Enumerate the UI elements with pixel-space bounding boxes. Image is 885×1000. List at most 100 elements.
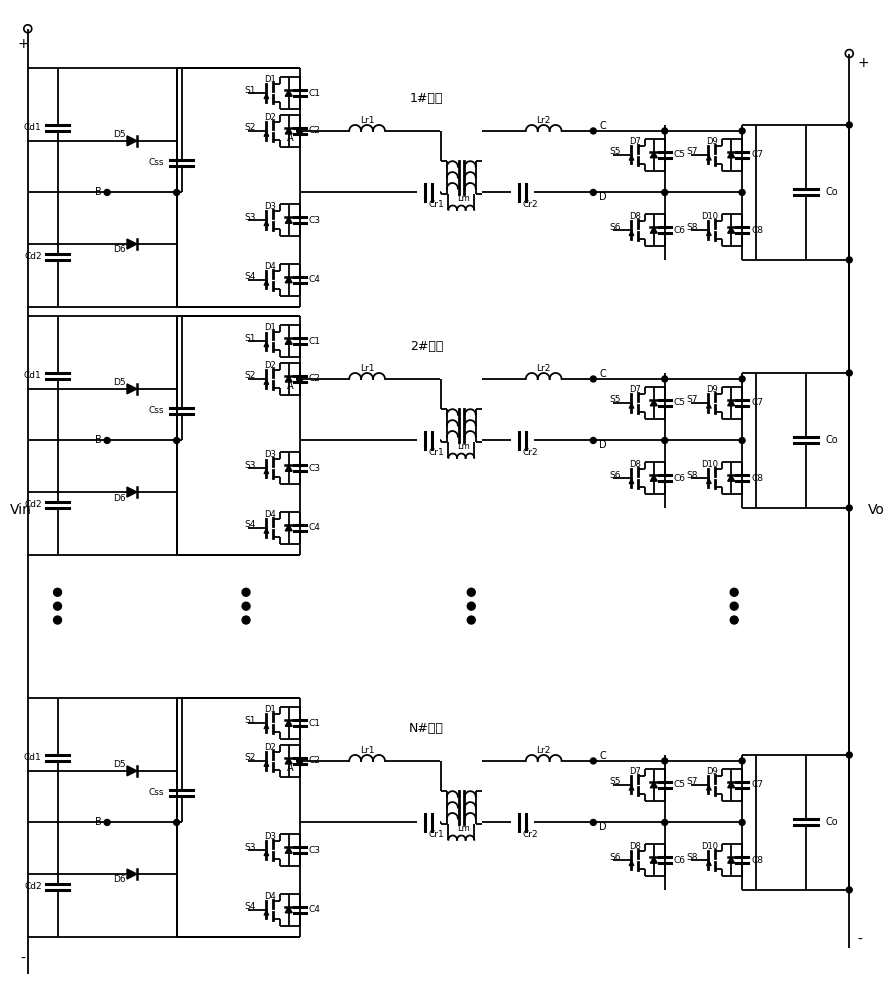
Polygon shape — [727, 857, 735, 863]
Text: C4: C4 — [309, 523, 320, 532]
Text: D9: D9 — [706, 137, 719, 146]
Text: S4: S4 — [244, 520, 256, 529]
Text: Lr2: Lr2 — [536, 364, 550, 373]
Text: D1: D1 — [264, 323, 276, 332]
Polygon shape — [127, 766, 137, 776]
Text: S7: S7 — [687, 777, 698, 786]
Circle shape — [846, 370, 852, 376]
Polygon shape — [285, 217, 292, 223]
Text: D4: D4 — [264, 892, 276, 901]
Text: C8: C8 — [751, 474, 763, 483]
Polygon shape — [727, 475, 735, 481]
Text: D9: D9 — [706, 767, 719, 776]
Text: D4: D4 — [264, 262, 276, 271]
Circle shape — [173, 819, 180, 825]
Text: Vo: Vo — [868, 503, 885, 517]
Text: S5: S5 — [609, 147, 620, 156]
Text: Cd1: Cd1 — [24, 753, 42, 762]
Circle shape — [730, 616, 738, 624]
Text: B: B — [96, 187, 102, 197]
Text: Cd2: Cd2 — [24, 882, 42, 891]
Text: Lr2: Lr2 — [536, 746, 550, 755]
Circle shape — [296, 128, 303, 134]
Circle shape — [846, 257, 852, 263]
Polygon shape — [650, 782, 658, 788]
Polygon shape — [285, 907, 292, 913]
Circle shape — [242, 602, 250, 610]
Text: C2: C2 — [309, 126, 320, 135]
Text: Cd2: Cd2 — [24, 500, 42, 509]
Circle shape — [739, 189, 745, 195]
Text: D4: D4 — [264, 510, 276, 519]
Circle shape — [104, 437, 110, 443]
Circle shape — [846, 887, 852, 893]
Polygon shape — [285, 847, 292, 853]
Text: C4: C4 — [309, 905, 320, 914]
Text: -: - — [858, 933, 862, 947]
Text: C: C — [599, 369, 606, 379]
Polygon shape — [285, 90, 292, 96]
Text: C: C — [599, 751, 606, 761]
Text: D3: D3 — [264, 202, 276, 211]
Text: D6: D6 — [112, 245, 126, 254]
Text: D8: D8 — [629, 212, 641, 221]
Text: Co: Co — [826, 435, 838, 445]
Circle shape — [590, 758, 596, 764]
Circle shape — [739, 758, 745, 764]
Text: S1: S1 — [244, 716, 256, 725]
Text: D6: D6 — [112, 494, 126, 503]
Text: Cr1: Cr1 — [428, 448, 444, 457]
Text: C6: C6 — [673, 856, 686, 865]
Polygon shape — [727, 400, 735, 406]
Text: D: D — [599, 192, 607, 202]
Circle shape — [662, 819, 667, 825]
Text: D5: D5 — [112, 760, 126, 769]
Text: S1: S1 — [244, 334, 256, 343]
Text: Co: Co — [826, 817, 838, 827]
Circle shape — [662, 128, 667, 134]
Text: S7: S7 — [687, 147, 698, 156]
Polygon shape — [650, 400, 658, 406]
Circle shape — [662, 437, 667, 443]
Circle shape — [846, 122, 852, 128]
Text: D9: D9 — [706, 385, 719, 394]
Text: Lr1: Lr1 — [360, 364, 374, 373]
Circle shape — [467, 588, 475, 596]
Text: C6: C6 — [673, 474, 686, 483]
Circle shape — [739, 819, 745, 825]
Text: N#模组: N#模组 — [409, 722, 444, 735]
Circle shape — [54, 602, 62, 610]
Text: Cr2: Cr2 — [523, 830, 539, 839]
Circle shape — [173, 437, 180, 443]
Text: D2: D2 — [264, 743, 276, 752]
Text: Lr2: Lr2 — [536, 116, 550, 125]
Circle shape — [662, 376, 667, 382]
Text: A: A — [288, 133, 294, 143]
Circle shape — [590, 376, 596, 382]
Text: A: A — [288, 763, 294, 773]
Text: C2: C2 — [309, 756, 320, 765]
Text: Css: Css — [148, 788, 164, 797]
Text: C7: C7 — [751, 398, 763, 407]
Polygon shape — [127, 384, 137, 394]
Polygon shape — [127, 136, 137, 146]
Circle shape — [242, 616, 250, 624]
Text: C1: C1 — [309, 89, 320, 98]
Circle shape — [104, 819, 110, 825]
Text: Css: Css — [148, 158, 164, 167]
Polygon shape — [650, 475, 658, 481]
Circle shape — [846, 505, 852, 511]
Text: Css: Css — [148, 406, 164, 415]
Text: S2: S2 — [244, 753, 256, 762]
Text: Cd2: Cd2 — [24, 252, 42, 261]
Text: D2: D2 — [264, 361, 276, 370]
Circle shape — [104, 189, 110, 195]
Text: C5: C5 — [673, 780, 686, 789]
Text: C8: C8 — [751, 856, 763, 865]
Text: 2#模组: 2#模组 — [410, 340, 443, 353]
Circle shape — [590, 189, 596, 195]
Circle shape — [54, 616, 62, 624]
Polygon shape — [285, 338, 292, 344]
Polygon shape — [650, 227, 658, 233]
Text: Cd1: Cd1 — [24, 123, 42, 132]
